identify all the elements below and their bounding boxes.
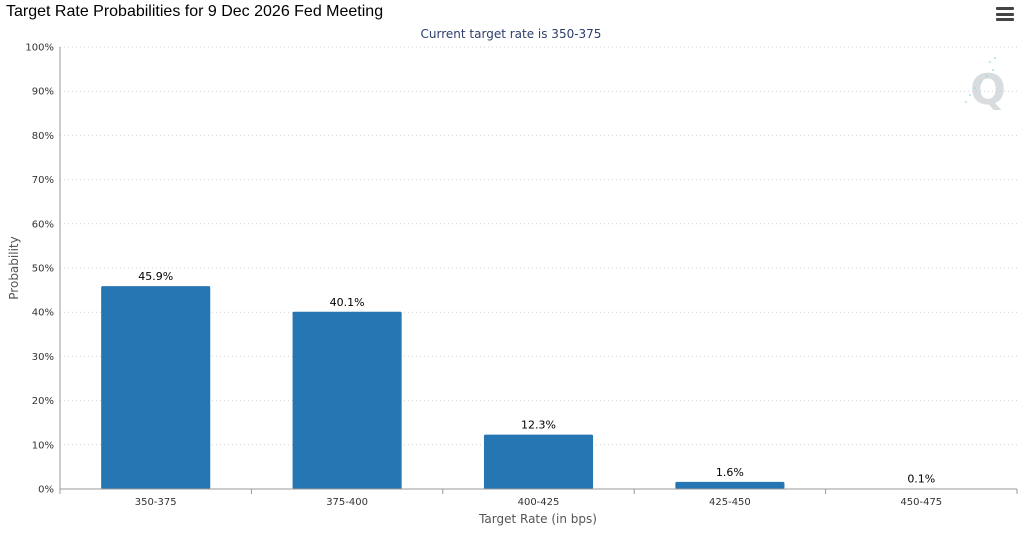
data-label: 45.9%: [138, 270, 173, 283]
watermark-dot: [973, 86, 977, 90]
data-label: 1.6%: [716, 466, 744, 479]
bar-350-375[interactable]: [101, 286, 211, 489]
x-tick-label: 400-425: [518, 497, 560, 508]
y-axis-title: Probability: [7, 236, 21, 299]
data-label: 12.3%: [521, 419, 556, 432]
watermark-dot: [979, 80, 983, 84]
watermark-dot: [968, 93, 972, 97]
y-tick-label: 20%: [32, 396, 54, 407]
y-tick-label: 80%: [32, 131, 54, 142]
watermark-dot: [993, 56, 997, 60]
y-tick-label: 10%: [32, 440, 54, 451]
y-tick-label: 60%: [32, 219, 54, 230]
y-tick-label: 30%: [32, 352, 54, 363]
watermark-dot: [991, 68, 995, 72]
watermark-dot: [985, 74, 989, 78]
bar-375-400[interactable]: [292, 311, 402, 489]
data-label: 0.1%: [907, 473, 935, 486]
hamburger-menu-icon[interactable]: [996, 7, 1014, 21]
chart-title: Target Rate Probabilities for 9 Dec 2026…: [6, 3, 384, 20]
x-tick-label: 450-475: [900, 497, 942, 508]
y-tick-label: 0%: [38, 485, 54, 496]
x-tick-label: 350-375: [135, 497, 177, 508]
bar-400-425[interactable]: [483, 434, 594, 489]
x-axis-title: Target Rate (in bps): [478, 512, 597, 526]
chart-subtitle: Current target rate is 350-375: [421, 27, 602, 41]
y-tick-label: 70%: [32, 175, 54, 186]
data-label: 40.1%: [330, 296, 365, 309]
watermark-logo: Q: [964, 56, 1006, 114]
watermark-letter: Q: [970, 65, 1006, 114]
y-tick-label: 40%: [32, 308, 54, 319]
y-tick-label: 50%: [32, 264, 54, 275]
bar-425-450[interactable]: [675, 481, 785, 489]
y-tick-label: 90%: [32, 87, 54, 98]
watermark-dot: [964, 100, 968, 104]
y-axis: 0% 10% 20% 30% 40% 50% 60% 70% 80% 90% 100%: [25, 43, 61, 496]
x-axis: 350-375 375-400 400-425 425-450 450-475: [59, 488, 1018, 508]
bars: 45.9% 40.1% 12.3% 1.6% 0.1%: [101, 270, 976, 489]
y-tick-label: 100%: [25, 43, 54, 54]
x-tick-label: 375-400: [326, 497, 368, 508]
watermark-dot: [988, 60, 992, 64]
x-tick-label: 425-450: [709, 497, 751, 508]
